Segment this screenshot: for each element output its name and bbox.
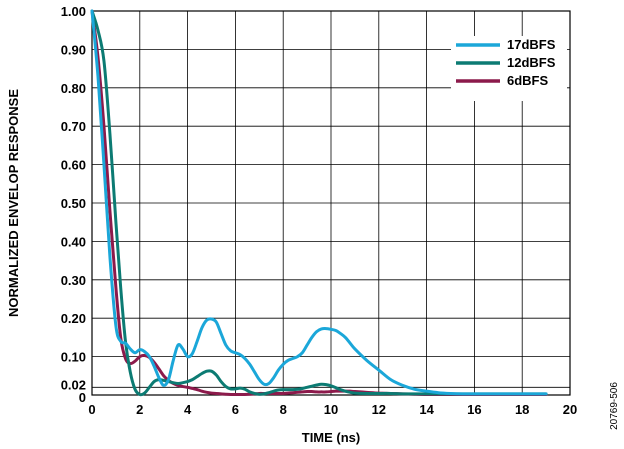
y-tick-label: 0.02 [61,377,86,392]
legend-label: 17dBFS [507,37,556,52]
legend: 17dBFS 12dBFS 6dBFS [451,36,567,101]
y-tick-label: 0 [79,390,86,405]
x-tick-label: 16 [467,402,481,417]
y-tick-label: 0.70 [61,119,86,134]
y-tick-label: 1.00 [61,4,86,19]
x-tick-label: 14 [419,402,434,417]
grid [92,11,570,395]
x-tick-label: 20 [563,402,577,417]
x-tick-label: 4 [184,402,192,417]
series-line-12dbfs [90,9,548,397]
x-tick-label: 0 [88,402,95,417]
x-axis-title: TIME (ns) [302,430,361,445]
y-tick-label: 0.50 [61,196,86,211]
y-tick-label: 0.80 [61,81,86,96]
y-tick-label: 0.60 [61,158,86,173]
legend-label: 6dBFS [507,73,549,88]
figure-id: 20769-506 [609,382,620,430]
x-tick-label: 18 [515,402,529,417]
x-tick-label: 2 [136,402,143,417]
legend-box [451,36,567,101]
x-tick-label: 8 [280,402,287,417]
y-tick-label: 0.40 [61,234,86,249]
tick-labels: 0 2 4 6 8 10 12 14 16 18 20 00.02 0.10 0.20 0.30 0.40 0.… [61,4,578,417]
x-tick-label: 6 [232,402,239,417]
y-tick-label: 0.30 [61,273,86,288]
series-lines [90,9,548,397]
x-tick-label: 10 [324,402,338,417]
y-tick-label: 0.90 [61,42,86,57]
x-tick-label: 12 [372,402,386,417]
y-tick-label: 0.20 [61,311,86,326]
y-axis-title: NORMALIZED ENVELOP RESPONSE [6,89,21,317]
legend-label: 12dBFS [507,55,556,70]
y-tick-label: 0.10 [61,350,86,365]
series-line-17dbfs [90,9,548,396]
